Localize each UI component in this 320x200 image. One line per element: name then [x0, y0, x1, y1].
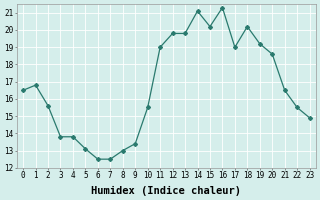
X-axis label: Humidex (Indice chaleur): Humidex (Indice chaleur) — [92, 186, 241, 196]
